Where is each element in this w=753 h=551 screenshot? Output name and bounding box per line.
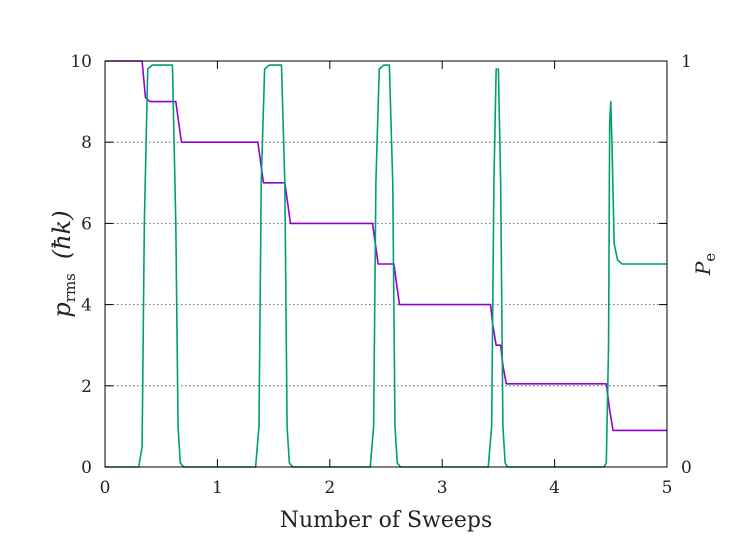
y-axis-title: prms (ħk) bbox=[48, 210, 79, 317]
y-axis-title-sub: rms bbox=[61, 273, 79, 302]
svg-text:prms(ħk): prms (ħk) bbox=[48, 210, 79, 317]
series-group bbox=[105, 60, 667, 468]
y-tick-label: 10 bbox=[70, 52, 92, 72]
y2-tick-label: 0 bbox=[681, 458, 692, 478]
x-tick-label: 1 bbox=[212, 478, 223, 498]
grid-lines bbox=[105, 141, 667, 387]
y2-axis-title: Pe bbox=[691, 253, 719, 276]
y-tick-label: 4 bbox=[81, 296, 92, 316]
y-tick-label: 6 bbox=[81, 214, 92, 234]
x-tick-label: 3 bbox=[437, 478, 448, 498]
y-tick-label: 2 bbox=[81, 377, 92, 397]
x-tick-label: 0 bbox=[100, 478, 111, 498]
y2-tick-label: 1 bbox=[681, 52, 692, 72]
y2-axis-title-sub: e bbox=[701, 253, 719, 262]
series-line-pe bbox=[105, 64, 667, 468]
series-line-prms bbox=[105, 60, 667, 432]
x-tick-label: 2 bbox=[324, 478, 335, 498]
plot-frame bbox=[104, 60, 668, 468]
y-tick-label: 0 bbox=[81, 458, 92, 478]
x-tick-label: 5 bbox=[662, 478, 673, 498]
x-tick-label: 4 bbox=[549, 478, 560, 498]
svg-text:Pe: Pe bbox=[691, 253, 719, 276]
y-axis-title-unit: (ħk) bbox=[48, 210, 76, 259]
y2-axis-title-main: P bbox=[691, 261, 715, 276]
y-axis-title-main: p bbox=[48, 302, 76, 317]
y-tick-label: 8 bbox=[81, 133, 92, 153]
x-axis-title: Number of Sweeps bbox=[280, 508, 493, 533]
